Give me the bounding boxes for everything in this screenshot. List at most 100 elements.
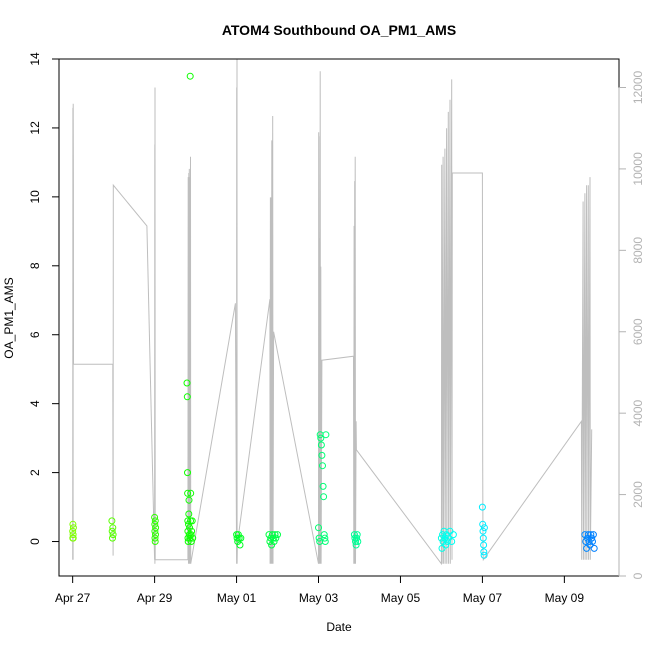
y-tick-label: 0 — [28, 538, 42, 545]
y-tick-label: 8 — [28, 262, 42, 269]
y2-tick-label: 2000 — [631, 481, 645, 508]
data-point — [187, 538, 195, 545]
data-point — [188, 527, 196, 535]
data-point — [437, 534, 445, 542]
data-point — [587, 531, 595, 539]
data-point — [479, 527, 487, 535]
series-line-right — [72, 58, 593, 566]
data-point — [315, 524, 322, 532]
data-point — [317, 441, 325, 449]
data-point — [152, 524, 160, 532]
data-point — [108, 527, 116, 535]
data-point — [320, 531, 328, 539]
data-point — [69, 534, 77, 542]
data-point — [151, 513, 159, 521]
data-point — [480, 551, 488, 559]
chart-title: ATOM4 Southbound OA_PM1_AMS — [222, 22, 456, 38]
y2-tick-label: 4000 — [631, 399, 645, 426]
data-point — [152, 531, 159, 539]
data-point — [186, 534, 194, 542]
data-point — [184, 517, 192, 525]
data-point — [321, 534, 329, 542]
data-point — [187, 489, 195, 497]
data-point — [590, 544, 598, 552]
point-layer — [69, 72, 598, 559]
data-point — [108, 517, 116, 525]
data-point — [318, 451, 326, 459]
x-tick-label: May 01 — [217, 591, 257, 605]
data-point — [151, 538, 159, 545]
data-point — [109, 524, 117, 532]
data-point — [236, 541, 244, 549]
data-point — [109, 531, 117, 539]
data-point — [479, 520, 487, 528]
y2-tick-label: 6000 — [631, 318, 645, 345]
x-tick-label: Apr 29 — [137, 591, 173, 605]
data-point — [109, 534, 116, 542]
data-point — [439, 531, 447, 539]
data-point — [185, 496, 193, 504]
data-point — [237, 534, 245, 542]
right-axis-line-layer — [72, 58, 593, 566]
y2-tick-label: 12000 — [631, 70, 645, 104]
data-point — [354, 538, 362, 545]
data-point — [448, 538, 456, 545]
data-point — [272, 534, 280, 542]
y-tick-label: 12 — [28, 121, 42, 135]
data-point — [184, 489, 192, 497]
data-point — [352, 541, 360, 549]
data-point — [319, 482, 327, 490]
data-point — [270, 538, 278, 545]
data-point — [321, 538, 329, 545]
data-point — [184, 469, 191, 477]
data-point — [322, 431, 330, 439]
data-point — [69, 520, 77, 528]
plot-frame — [58, 58, 620, 577]
data-point — [233, 534, 241, 542]
y2-tick-label: 8000 — [631, 237, 645, 264]
y2-axis: 0 2000 4000 6000 8000 10000 12000 — [618, 70, 645, 579]
data-point — [589, 538, 596, 545]
data-point — [479, 534, 487, 542]
data-point — [480, 541, 488, 549]
data-point — [274, 531, 281, 539]
data-point — [187, 531, 195, 539]
data-point — [353, 534, 361, 542]
data-point — [442, 541, 450, 549]
y-tick-label: 14 — [28, 52, 42, 66]
y2-tick-label: 10000 — [631, 152, 645, 186]
data-point — [151, 534, 159, 542]
data-point — [183, 393, 191, 401]
data-point — [183, 379, 191, 387]
y-tick-label: 6 — [28, 331, 42, 338]
data-point — [184, 538, 192, 545]
data-point — [353, 531, 361, 539]
data-point — [269, 534, 277, 542]
data-point — [186, 72, 194, 80]
x-axis-label: Date — [326, 620, 352, 634]
data-point — [350, 531, 358, 539]
x-tick-label: May 03 — [299, 591, 339, 605]
data-point — [582, 538, 590, 545]
data-point — [189, 534, 197, 542]
x-tick-label: May 05 — [381, 591, 421, 605]
x-axis: Apr 27 Apr 29 May 01 May 03 May 05 May 07 May … — [55, 575, 584, 605]
data-point — [319, 462, 326, 470]
data-point — [271, 531, 279, 539]
data-point — [352, 538, 359, 545]
data-point — [480, 548, 488, 556]
y-axis: 0 2 4 6 8 10 12 14 — [28, 52, 60, 545]
data-point — [449, 531, 457, 539]
data-point — [69, 524, 77, 532]
data-point — [588, 534, 596, 542]
data-point — [443, 538, 451, 545]
data-point — [478, 503, 486, 511]
data-point — [151, 517, 159, 525]
data-point — [320, 493, 328, 501]
data-point — [317, 434, 325, 442]
y2-tick-label: 0 — [631, 572, 645, 579]
data-point — [188, 517, 196, 525]
data-point — [589, 531, 597, 539]
data-point — [69, 531, 77, 539]
